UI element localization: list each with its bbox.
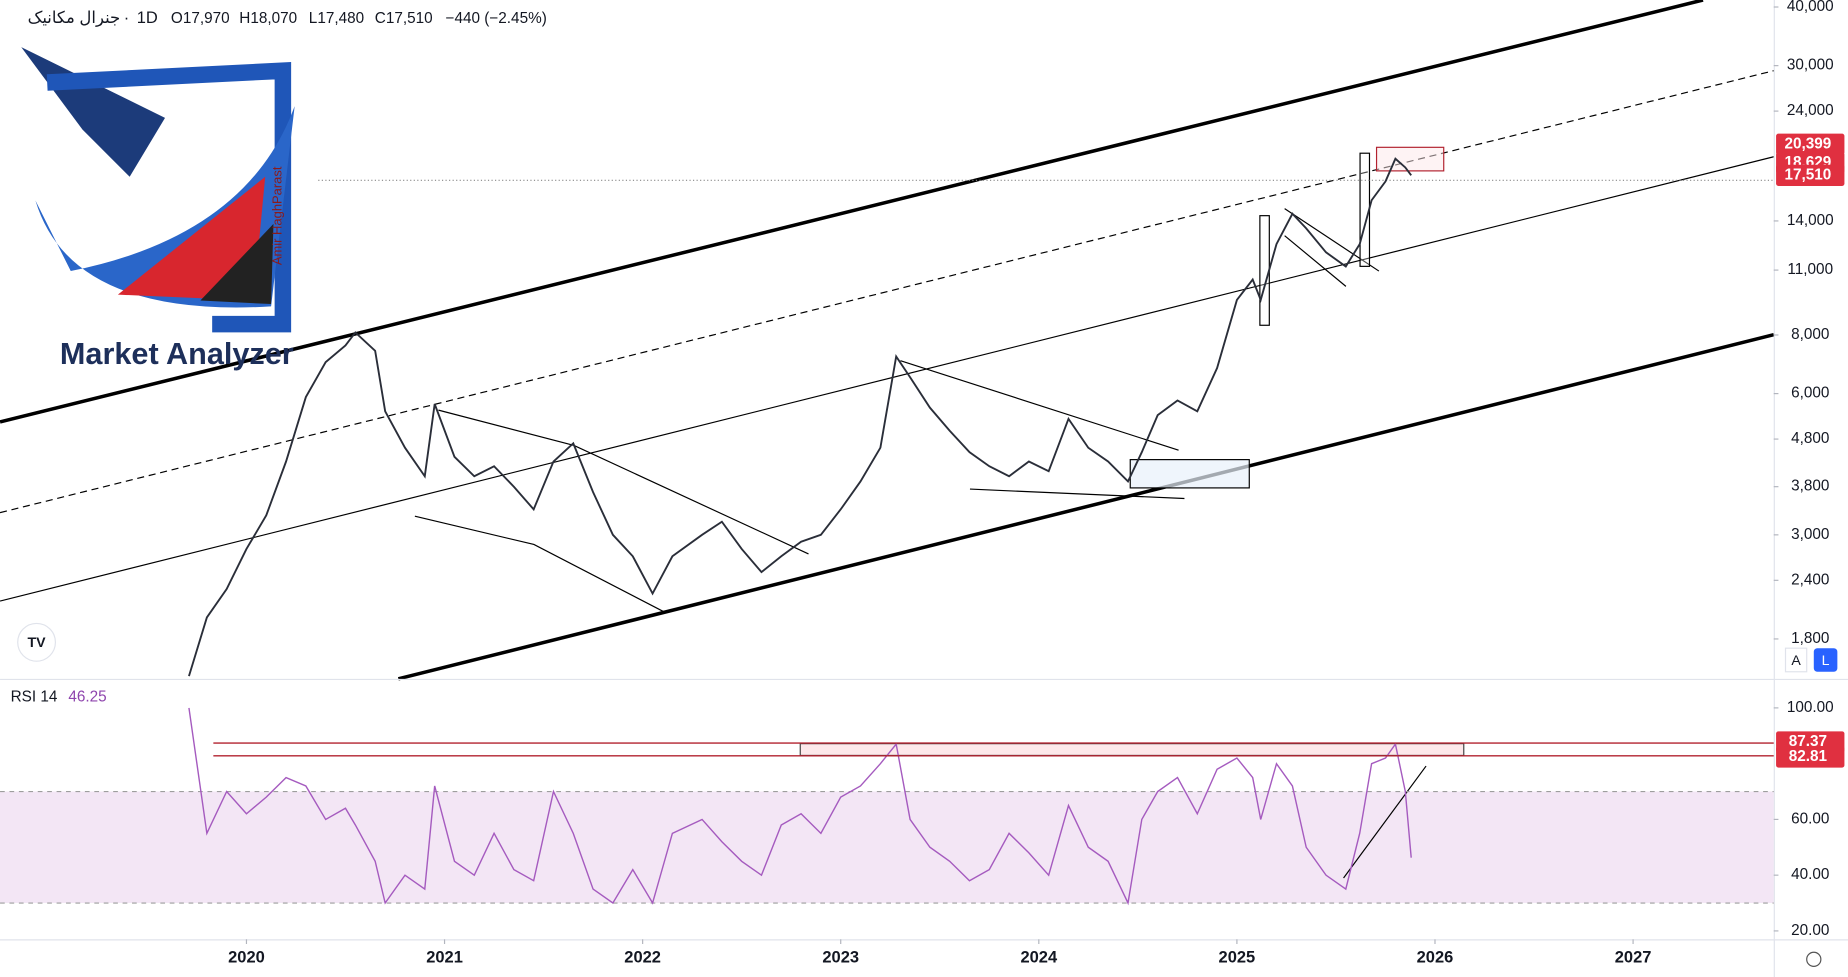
target-box [1375, 146, 1445, 172]
price-badge [1776, 164, 1845, 186]
x-tick-label: 2020 [228, 949, 265, 967]
ohlc-close: C17,510 [375, 10, 433, 27]
range-box [1259, 215, 1270, 326]
y-tick-label: 8,000 [1791, 326, 1829, 343]
level-badge [1776, 746, 1845, 768]
drawings [0, 0, 1775, 879]
y-tick-label: 2,400 [1791, 571, 1829, 588]
auto-button[interactable] [1784, 647, 1808, 673]
y-tick-label: 30,000 [1787, 57, 1834, 74]
rsi-title: RSI 14 [11, 689, 58, 706]
y-tick-label: 24,000 [1787, 102, 1834, 119]
rsi-band [0, 791, 1774, 904]
rsi-trend-line [1343, 765, 1427, 879]
logo: Market Analyzer Amir HaghParast [21, 47, 295, 371]
settings-icon[interactable] [1806, 951, 1822, 967]
ohlc-low: L17,480 [309, 10, 364, 27]
x-tick-label: 2021 [426, 949, 463, 967]
trend-line [900, 360, 1179, 451]
x-tick-label: 2024 [1020, 949, 1058, 967]
brand: Market Analyzer [60, 337, 294, 371]
y-tick-label: 11,000 [1787, 261, 1833, 278]
price-badge [1776, 133, 1845, 155]
tv-logo-text: TV [28, 634, 47, 650]
x-tick-label: 2022 [624, 949, 661, 967]
logo-red [117, 176, 266, 301]
log-button[interactable] [1813, 648, 1838, 672]
ohlc-change: −440 (−2.45%) [446, 10, 547, 27]
y-tick-label: 40,000 [1787, 0, 1834, 15]
channel-upper [0, 0, 1704, 424]
price-badge-label: 20,399 [1784, 135, 1831, 152]
trend-line [414, 515, 667, 614]
ohlc-open: O17,970 [171, 10, 230, 27]
x-tick-label: 2023 [822, 949, 859, 967]
y-tick-label: 6,000 [1791, 385, 1829, 402]
x-tick-label: 2025 [1219, 949, 1256, 967]
rsi-box [799, 743, 1465, 757]
price-badge-label: 17,510 [1784, 166, 1831, 183]
y-tick-label: 1,800 [1791, 630, 1829, 647]
log-label: L [1822, 652, 1830, 668]
x-tick-label: 2027 [1615, 949, 1652, 967]
y-tick-label: 100.00 [1787, 699, 1834, 716]
series-line [188, 157, 1412, 677]
rsi-current: 46.25 [68, 689, 106, 706]
level-badge-label: 87.37 [1789, 733, 1827, 750]
channel-lower [397, 332, 1775, 681]
interval: 1D [137, 9, 158, 27]
y-tick-label: 40.00 [1791, 866, 1829, 883]
tv-logo[interactable] [17, 622, 57, 662]
auto-label: A [1791, 652, 1801, 668]
y-tick-label: 14,000 [1787, 212, 1834, 229]
ohlc-high: H18,070 [239, 10, 297, 27]
symbol: جنرال مکانیک [28, 9, 121, 28]
series-line [188, 707, 1412, 906]
y-tick-label: 3,000 [1791, 526, 1829, 543]
y-tick-label: 3,800 [1791, 478, 1829, 495]
channel-mid-dashed [0, 70, 1774, 514]
level-badge-label: 82.81 [1789, 748, 1828, 765]
trend-line [1284, 235, 1347, 287]
x-tick-label: 2026 [1417, 949, 1454, 967]
author: Amir HaghParast [270, 166, 285, 265]
separator-dot: · [124, 9, 130, 27]
y-tick-label: 60.00 [1791, 810, 1829, 827]
channel-mid [0, 156, 1774, 602]
trend-line [1284, 208, 1380, 272]
logo-black [200, 223, 274, 305]
y-tick-label: 20.00 [1791, 922, 1829, 939]
zone-box [1129, 459, 1250, 489]
trend-line [969, 488, 1185, 500]
y-tick-label: 4,800 [1791, 430, 1829, 447]
